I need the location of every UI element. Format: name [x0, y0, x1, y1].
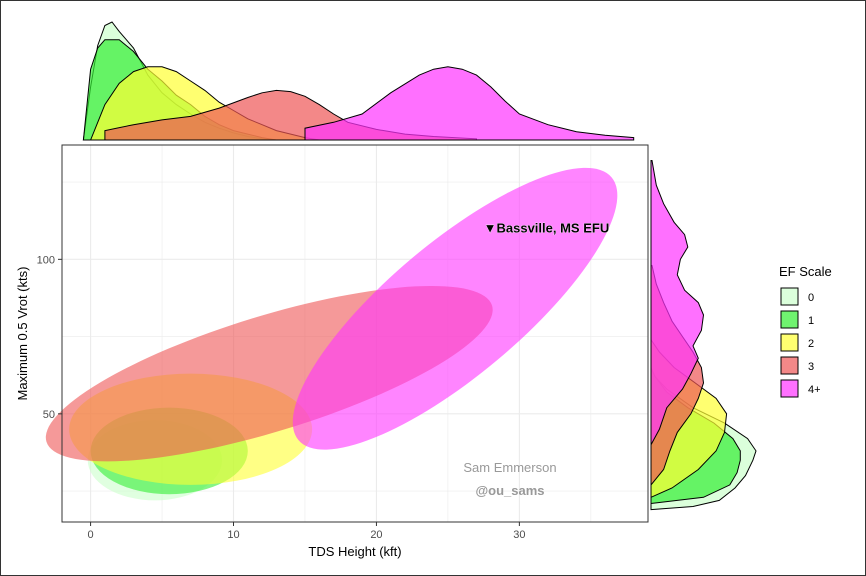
x-axis-ticks: 0 10 20 30: [88, 522, 525, 541]
credit-handle: @ou_sams: [475, 483, 544, 498]
legend-swatch-ef-1: [780, 310, 799, 329]
plot-panel-border: [61, 144, 649, 523]
x-axis-title: TDS Height (kft): [308, 544, 401, 559]
legend-title: EF Scale: [779, 264, 832, 279]
legend-swatch-ef-0: [780, 287, 799, 306]
annotation-label: ▼Bassville, MS EFU: [484, 220, 610, 235]
x-tick-label: 0: [88, 529, 94, 541]
x-tick-label: 30: [513, 529, 525, 541]
legend-label: 2: [808, 338, 814, 350]
y-tick-label: 100: [37, 254, 55, 266]
ellipse-ef-4plus: [292, 167, 618, 450]
credit-name: Sam Emmerson: [463, 460, 556, 475]
annotation: ▼Bassville, MS EFU: [483, 220, 610, 236]
y-tick-label: 50: [43, 409, 55, 421]
right-marginal-density: [650, 160, 757, 511]
y-axis-title: Maximum 0.5 Vrot (kts): [15, 267, 30, 401]
top-density-ef-4plus: [304, 66, 635, 141]
right-density-ef-4plus: [650, 160, 705, 445]
x-tick-label: 20: [370, 529, 382, 541]
legend-swatch-ef-4plus: [780, 379, 799, 398]
legend: EF Scale 0 1 2 3 4+: [779, 264, 832, 398]
legend-label: 4+: [808, 384, 821, 396]
legend-label: 3: [808, 361, 814, 373]
confidence-ellipses: [45, 167, 618, 501]
legend-label: 0: [808, 292, 814, 304]
y-axis-ticks: 50 100: [37, 254, 62, 421]
legend-label: 1: [808, 315, 814, 327]
x-tick-label: 10: [227, 529, 239, 541]
legend-swatch-ef-3: [780, 356, 799, 375]
top-marginal-density: [82, 21, 635, 141]
legend-swatch-ef-2: [780, 333, 799, 352]
